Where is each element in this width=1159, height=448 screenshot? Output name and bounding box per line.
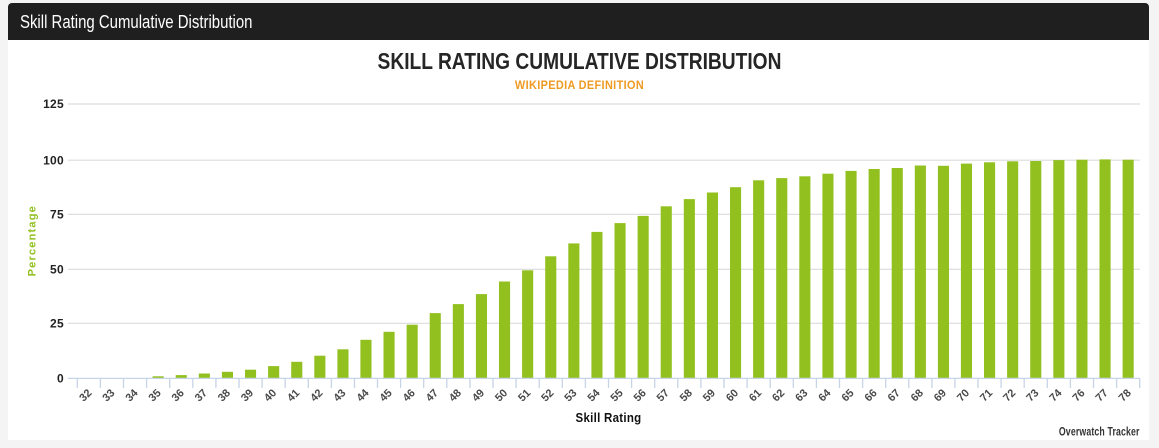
svg-text:47: 47 [424, 387, 441, 404]
svg-text:33: 33 [100, 387, 117, 404]
svg-text:64: 64 [816, 387, 834, 405]
svg-text:74: 74 [1047, 387, 1065, 405]
svg-text:73: 73 [1024, 387, 1041, 404]
svg-text:40: 40 [262, 387, 279, 404]
svg-text:36: 36 [170, 387, 187, 404]
svg-text:67: 67 [886, 387, 903, 404]
svg-text:46: 46 [401, 387, 418, 404]
svg-text:60: 60 [724, 387, 741, 404]
svg-text:42: 42 [308, 387, 325, 404]
svg-text:76: 76 [1070, 387, 1087, 404]
svg-text:56: 56 [632, 387, 649, 404]
svg-text:71: 71 [978, 387, 995, 404]
svg-text:51: 51 [516, 387, 533, 404]
svg-text:35: 35 [147, 387, 164, 404]
svg-text:41: 41 [285, 387, 302, 404]
svg-text:61: 61 [747, 387, 764, 404]
svg-text:70: 70 [955, 387, 972, 404]
svg-text:49: 49 [470, 387, 487, 404]
svg-text:57: 57 [655, 387, 672, 404]
svg-text:25: 25 [50, 317, 64, 331]
svg-text:125: 125 [43, 97, 64, 111]
svg-text:68: 68 [909, 387, 926, 404]
svg-text:55: 55 [609, 387, 626, 404]
svg-text:65: 65 [839, 387, 856, 404]
svg-text:75: 75 [50, 208, 64, 222]
svg-text:32: 32 [77, 387, 94, 404]
svg-text:59: 59 [701, 387, 718, 404]
svg-text:34: 34 [123, 387, 141, 405]
svg-text:45: 45 [378, 387, 395, 404]
svg-text:77: 77 [1094, 387, 1111, 404]
svg-text:52: 52 [539, 387, 556, 404]
svg-text:62: 62 [770, 387, 787, 404]
svg-text:48: 48 [447, 387, 464, 404]
svg-text:63: 63 [793, 387, 810, 404]
svg-text:44: 44 [354, 387, 372, 405]
svg-text:50: 50 [493, 387, 510, 404]
svg-text:39: 39 [239, 387, 256, 404]
svg-text:66: 66 [863, 387, 880, 404]
svg-text:50: 50 [50, 263, 64, 277]
svg-text:58: 58 [678, 387, 695, 404]
svg-text:72: 72 [1001, 387, 1018, 404]
svg-text:100: 100 [43, 153, 64, 167]
svg-text:38: 38 [216, 387, 233, 404]
svg-text:0: 0 [57, 372, 64, 386]
svg-text:69: 69 [932, 387, 949, 404]
svg-text:Skill Rating: Skill Rating [576, 411, 642, 426]
svg-text:Percentage: Percentage [27, 205, 39, 276]
svg-text:Overwatch Tracker: Overwatch Tracker [1059, 426, 1140, 438]
svg-text:54: 54 [585, 387, 603, 405]
svg-text:43: 43 [331, 387, 348, 404]
svg-text:37: 37 [193, 387, 210, 404]
svg-text:53: 53 [562, 387, 579, 404]
svg-text:78: 78 [1117, 387, 1134, 404]
